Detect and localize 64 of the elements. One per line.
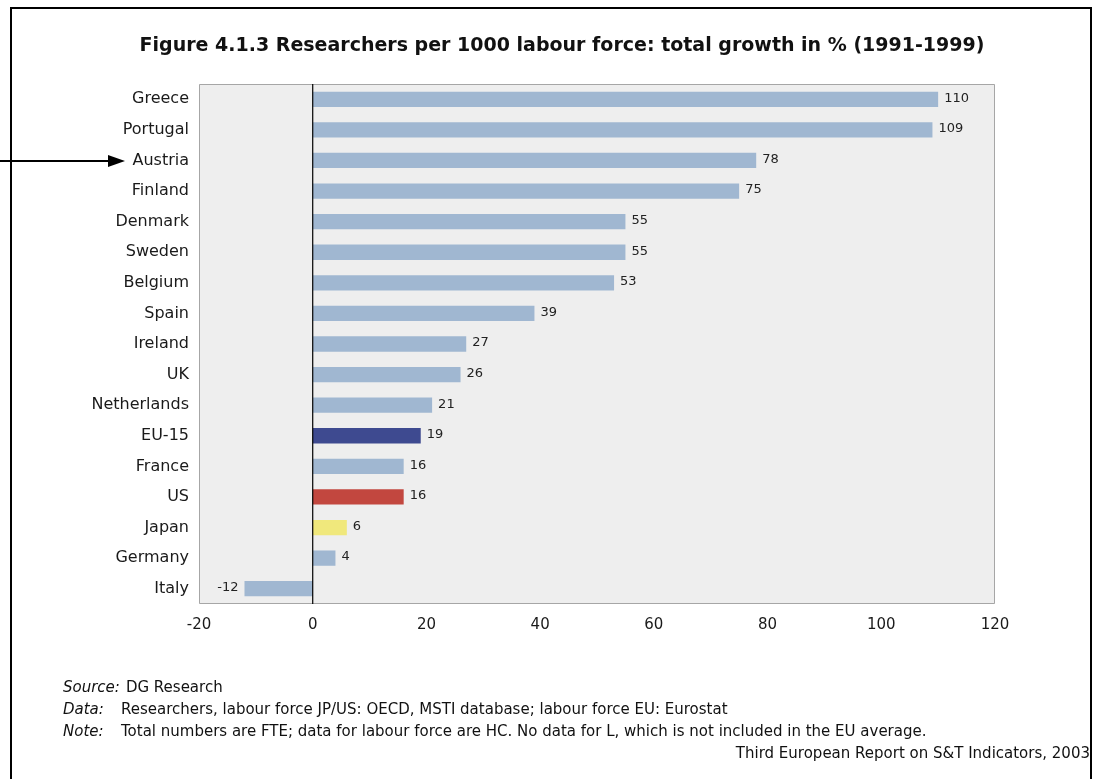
y-tick-label: Netherlands	[91, 394, 189, 414]
bar	[312, 214, 626, 230]
bar	[312, 366, 461, 383]
y-tick-label: Belgium	[123, 271, 189, 291]
y-tick-label: Austria	[132, 149, 189, 169]
chart-title: Figure 4.1.3 Researchers per 1000 labour force: total growth in % (1991-1999)	[138, 33, 986, 55]
bar	[312, 458, 404, 474]
y-tick-label: UK	[166, 363, 190, 383]
data-label: 27	[472, 334, 489, 350]
data-label: 55	[631, 242, 648, 258]
data-label: -12	[217, 579, 239, 595]
x-tick-label: -20	[186, 614, 212, 633]
bar	[312, 550, 336, 566]
data-label: 78	[762, 150, 779, 166]
y-tick-label: Finland	[131, 180, 189, 200]
text: Third European Report on S&T Indicators, 2003	[734, 743, 1090, 764]
y-tick-label: Ireland	[133, 333, 189, 353]
x-tick-label: 40	[530, 614, 550, 633]
data-label: 16	[409, 456, 427, 472]
data-label: 21	[438, 395, 455, 411]
bar	[312, 519, 347, 536]
source-note: Source: DG Research	[63, 677, 223, 698]
y-tick-label: US	[167, 486, 189, 506]
x-tick-label: 20	[416, 614, 436, 633]
data-label: 6	[352, 517, 362, 533]
bar	[312, 305, 535, 322]
y-tick-label: France	[135, 455, 189, 475]
y-tick-label: EU-15	[141, 424, 189, 444]
data-label: 75	[745, 181, 762, 197]
data-label: 19	[426, 426, 444, 442]
bar	[312, 275, 615, 291]
y-tick-label: Greece	[132, 88, 189, 108]
bar	[312, 122, 933, 138]
bar	[244, 581, 313, 597]
y-tick-label: Japan	[143, 516, 189, 536]
text: Note: Total numbers are FTE; data for labour force are HC. No data for L, which is not included in the EU average.	[63, 721, 927, 742]
bar	[312, 428, 421, 444]
bar	[312, 244, 626, 260]
data-label: 26	[466, 364, 484, 380]
data-label: 110	[944, 89, 969, 105]
y-tick-label: Germany	[115, 547, 189, 567]
bar	[312, 152, 757, 169]
x-tick-label: 80	[758, 614, 778, 633]
data-label: 16	[409, 487, 427, 503]
x-tick-label: 60	[644, 614, 664, 633]
text: Data: Researchers, labour force JP/US: OECD, MSTI database; labour force EU: Eurostat	[63, 699, 728, 720]
data-label: 109	[938, 120, 964, 136]
bar	[312, 489, 404, 505]
data-label: 39	[540, 303, 557, 319]
y-tick-label: Portugal	[122, 119, 189, 139]
x-tick-label: 100	[866, 614, 896, 633]
bar	[312, 397, 433, 413]
data-label: 55	[631, 212, 648, 228]
y-tick-label: Spain	[144, 302, 189, 322]
bar	[312, 336, 467, 352]
y-tick-label: Sweden	[125, 241, 189, 261]
x-tick-label: 0	[307, 614, 318, 633]
bar	[312, 91, 939, 107]
bar	[312, 183, 740, 199]
data-label: 4	[341, 548, 350, 564]
y-tick-label: Italy	[154, 577, 189, 597]
x-tick-label: 120	[980, 614, 1010, 633]
y-tick-label: Denmark	[115, 210, 190, 230]
data-label: 53	[620, 273, 637, 289]
